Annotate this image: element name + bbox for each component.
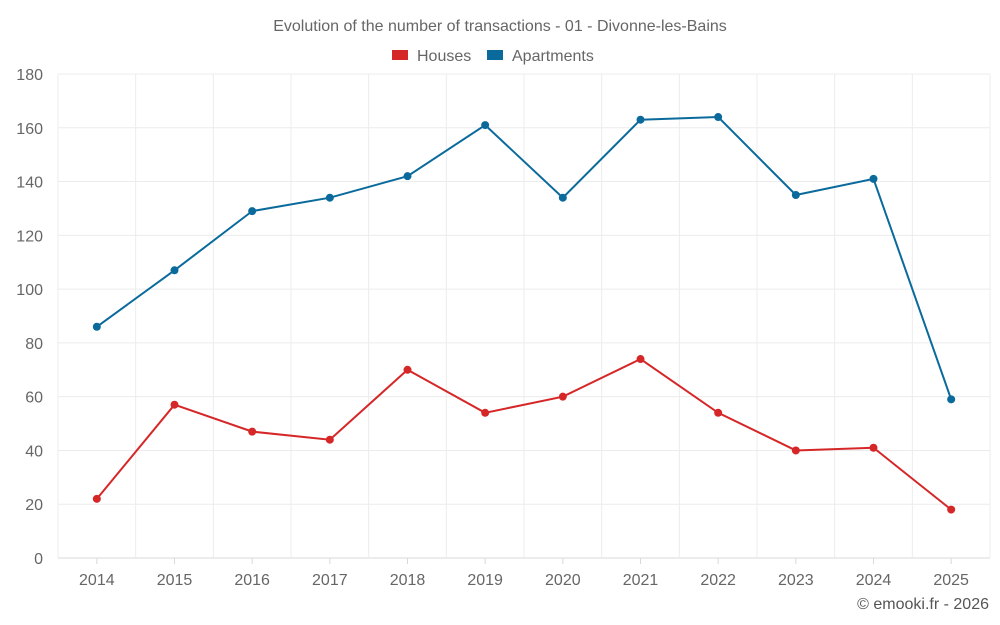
data-point-houses[interactable]	[248, 427, 257, 436]
x-tick-label: 2021	[623, 572, 659, 589]
legend-label: Apartments	[512, 48, 594, 65]
data-point-apartments[interactable]	[869, 174, 878, 183]
data-point-apartments[interactable]	[481, 121, 490, 130]
series-apartments	[92, 113, 956, 404]
data-point-houses[interactable]	[170, 400, 179, 409]
data-point-apartments[interactable]	[92, 322, 101, 331]
legend-item-houses[interactable]: Houses	[392, 48, 471, 65]
legend-swatch	[392, 50, 408, 60]
x-tick-label: 2024	[856, 572, 892, 589]
x-tick-label: 2025	[933, 572, 969, 589]
y-tick-label: 120	[16, 228, 43, 245]
x-tick-label: 2022	[700, 572, 736, 589]
y-tick-label: 60	[25, 390, 43, 407]
data-point-apartments[interactable]	[791, 191, 800, 199]
data-point-houses[interactable]	[325, 435, 334, 444]
series-line-houses	[96, 357, 952, 511]
data-point-houses[interactable]	[947, 505, 956, 514]
data-point-houses[interactable]	[714, 408, 723, 417]
x-tick-label: 2018	[390, 572, 426, 589]
data-point-apartments[interactable]	[403, 172, 412, 181]
y-tick-label: 80	[25, 336, 43, 353]
y-tick-label: 100	[16, 282, 43, 299]
x-tick-label: 2020	[545, 572, 581, 589]
x-tick-label: 2016	[234, 572, 270, 589]
data-point-houses[interactable]	[636, 355, 645, 364]
data-point-houses[interactable]	[558, 392, 567, 401]
data-point-apartments[interactable]	[325, 193, 334, 202]
data-point-apartments[interactable]	[248, 207, 257, 216]
series-group	[92, 113, 956, 514]
x-tick-label: 2015	[157, 572, 193, 589]
series-houses	[92, 355, 956, 514]
chart-title: Evolution of the number of transactions …	[273, 18, 727, 35]
data-point-houses[interactable]	[92, 494, 101, 503]
x-tick-label: 2014	[79, 572, 115, 589]
data-point-apartments[interactable]	[170, 266, 179, 275]
y-tick-label: 160	[16, 121, 43, 138]
y-tick-label: 180	[16, 67, 43, 84]
y-tick-label: 140	[16, 175, 43, 192]
y-axis: 0 20 40 60 80 100 120 140 160 180	[16, 67, 43, 568]
data-point-houses[interactable]	[791, 446, 800, 455]
data-point-apartments[interactable]	[947, 395, 956, 404]
data-point-houses[interactable]	[481, 408, 490, 417]
data-point-apartments[interactable]	[558, 193, 567, 202]
x-tick-label: 2023	[778, 572, 814, 589]
y-tick-label: 20	[25, 497, 43, 514]
data-point-apartments[interactable]	[636, 115, 645, 124]
credit-text: © emooki.fr - 2026	[857, 596, 989, 613]
data-point-apartments[interactable]	[714, 113, 723, 122]
legend-item-apartments[interactable]: Apartments	[487, 48, 594, 65]
x-tick-label: 2019	[467, 572, 503, 589]
data-point-houses[interactable]	[869, 443, 878, 452]
x-tick-label: 2017	[312, 572, 348, 589]
legend: Houses Apartments	[392, 48, 594, 65]
gridlines	[57, 73, 991, 559]
legend-label: Houses	[417, 48, 471, 65]
series-line-apartments	[96, 116, 953, 400]
y-tick-label: 40	[25, 443, 43, 460]
data-point-houses[interactable]	[403, 365, 412, 374]
x-axis: 2014 2015 2016 2017 2018 2019 2020 2021 2022 2023…	[79, 558, 969, 589]
y-tick-label: 0	[34, 551, 43, 568]
legend-swatch	[487, 50, 503, 60]
